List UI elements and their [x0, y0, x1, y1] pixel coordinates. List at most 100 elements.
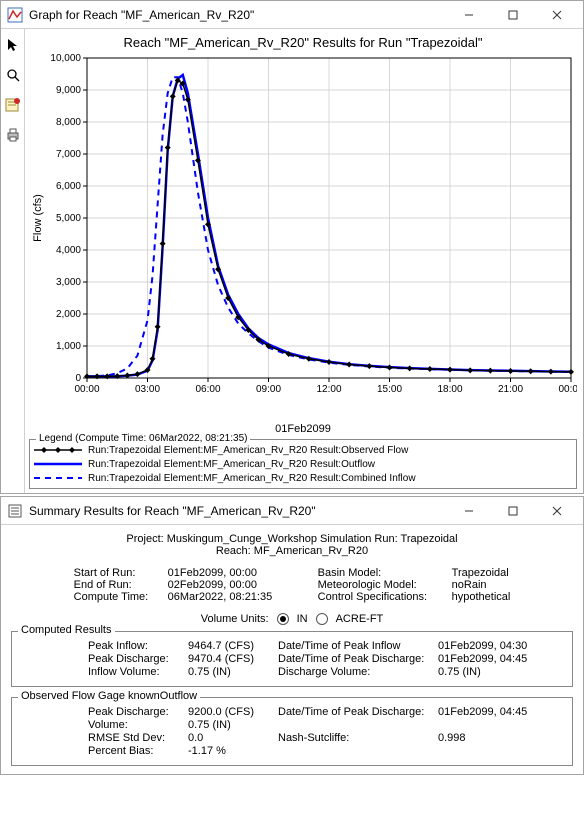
volume-units-acreft-radio[interactable]: [316, 613, 328, 625]
svg-text:7,000: 7,000: [56, 149, 81, 160]
reach-line: Reach: MF_American_Rv_R20: [11, 545, 573, 557]
obs-rmse-val: 0.0: [188, 732, 278, 744]
discharge-vol-label: Discharge Volume:: [278, 666, 438, 678]
svg-text:18:00: 18:00: [437, 384, 462, 395]
volume-units-in-radio[interactable]: [277, 613, 289, 625]
obs-nash-val: 0.998: [438, 732, 558, 744]
discharge-vol-val: 0.75 (IN): [438, 666, 558, 678]
svg-text:8,000: 8,000: [56, 117, 81, 128]
close-button[interactable]: [535, 2, 579, 28]
observed-results-title: Observed Flow Gage knownOutflow: [18, 690, 200, 702]
obs-pbias-val: -1.17 %: [188, 745, 278, 757]
inflow-vol-label: Inflow Volume:: [88, 666, 188, 678]
minimize-button[interactable]: [447, 2, 491, 28]
svg-text:3,000: 3,000: [56, 277, 81, 288]
summary-maximize-button[interactable]: [491, 498, 535, 524]
obs-dt-peak-discharge-label: Date/Time of Peak Discharge:: [278, 706, 438, 718]
legend-label-inflow: Run:Trapezoidal Element:MF_American_Rv_R…: [88, 473, 416, 484]
graph-body: Reach "MF_American_Rv_R20" Results for R…: [1, 29, 583, 493]
svg-text:21:00: 21:00: [498, 384, 523, 395]
volume-units-in-label: IN: [297, 613, 308, 625]
obs-volume-label: Volume:: [88, 719, 188, 731]
graph-window-title: Graph for Reach "MF_American_Rv_R20": [29, 8, 447, 22]
legend-swatch-outflow: [34, 458, 82, 470]
pointer-tool[interactable]: [3, 35, 23, 55]
basin-val: Trapezoidal: [452, 567, 509, 579]
legend-row-inflow: Run:Trapezoidal Element:MF_American_Rv_R…: [34, 472, 572, 484]
svg-text:Flow (cfs): Flow (cfs): [32, 194, 44, 242]
svg-text:06:00: 06:00: [195, 384, 220, 395]
window-controls: [447, 2, 579, 28]
chart-plot[interactable]: 0 1,000 2,000 3,000 4,000 5,000 6,000 7,000 8,00…: [29, 52, 577, 425]
volume-units-acreft-label: ACRE-FT: [336, 613, 384, 625]
graph-toolbar: [1, 29, 25, 493]
project-line: Project: Muskingum_Cunge_Workshop Simula…: [11, 533, 573, 545]
app-icon: [7, 7, 23, 23]
zoom-tool[interactable]: [3, 65, 23, 85]
svg-text:09:00: 09:00: [256, 384, 281, 395]
summary-minimize-button[interactable]: [447, 498, 491, 524]
summary-titlebar[interactable]: Summary Results for Reach "MF_American_R…: [1, 497, 583, 525]
maximize-button[interactable]: [491, 2, 535, 28]
observed-results-fieldset: Observed Flow Gage knownOutflow Peak Dis…: [11, 697, 573, 766]
computed-results-title: Computed Results: [18, 624, 115, 636]
svg-text:5,000: 5,000: [56, 213, 81, 224]
met-val: noRain: [452, 579, 487, 591]
legend-swatch-inflow: [34, 472, 82, 484]
volume-units-label: Volume Units:: [201, 613, 269, 625]
svg-text:6,000: 6,000: [56, 181, 81, 192]
obs-peak-discharge-label: Peak Discharge:: [88, 706, 188, 718]
legend-title: Legend (Compute Time: 06Mar2022, 08:21:3…: [36, 433, 250, 444]
summary-icon: [7, 503, 23, 519]
obs-volume-val: 0.75 (IN): [188, 719, 278, 731]
summary-window: Summary Results for Reach "MF_American_R…: [0, 496, 584, 775]
chart-legend: Legend (Compute Time: 06Mar2022, 08:21:3…: [29, 439, 577, 489]
graph-titlebar[interactable]: Graph for Reach "MF_American_Rv_R20": [1, 1, 583, 29]
basin-label: Basin Model:: [318, 567, 448, 579]
obs-peak-discharge-val: 9200.0 (CFS): [188, 706, 278, 718]
obs-nash-label: Nash-Sutcliffe:: [278, 732, 438, 744]
legend-row-observed: Run:Trapezoidal Element:MF_American_Rv_R…: [34, 444, 572, 456]
svg-text:00:00: 00:00: [558, 384, 577, 395]
inflow-vol-val: 0.75 (IN): [188, 666, 278, 678]
peak-discharge-label: Peak Discharge:: [88, 653, 188, 665]
svg-text:00:00: 00:00: [74, 384, 99, 395]
ctrl-val: hypothetical: [452, 591, 511, 603]
svg-text:03:00: 03:00: [135, 384, 160, 395]
met-label: Meteorologic Model:: [318, 579, 448, 591]
dt-peak-inflow-label: Date/Time of Peak Inflow: [278, 640, 438, 652]
legend-row-outflow: Run:Trapezoidal Element:MF_American_Rv_R…: [34, 458, 572, 470]
summary-window-controls: [447, 498, 579, 524]
properties-tool[interactable]: [3, 95, 23, 115]
obs-dt-peak-discharge-val: 01Feb2099, 04:45: [438, 706, 558, 718]
compute-val: 06Mar2022, 08:21:35: [168, 591, 298, 603]
dt-peak-discharge-label: Date/Time of Peak Discharge:: [278, 653, 438, 665]
print-tool[interactable]: [3, 125, 23, 145]
legend-swatch-observed: [34, 444, 82, 456]
legend-label-observed: Run:Trapezoidal Element:MF_American_Rv_R…: [88, 445, 408, 456]
chart-title: Reach "MF_American_Rv_R20" Results for R…: [29, 31, 577, 52]
svg-text:15:00: 15:00: [377, 384, 402, 395]
end-val: 02Feb2099, 00:00: [168, 579, 298, 591]
svg-text:4,000: 4,000: [56, 245, 81, 256]
legend-label-outflow: Run:Trapezoidal Element:MF_American_Rv_R…: [88, 459, 375, 470]
peak-discharge-val: 9470.4 (CFS): [188, 653, 278, 665]
peak-inflow-label: Peak Inflow:: [88, 640, 188, 652]
ctrl-label: Control Specifications:: [318, 591, 448, 603]
dt-peak-discharge-val: 01Feb2099, 04:45: [438, 653, 558, 665]
summary-window-title: Summary Results for Reach "MF_American_R…: [29, 504, 447, 518]
computed-results-fieldset: Computed Results Peak Inflow: 9464.7 (CF…: [11, 631, 573, 687]
svg-text:10,000: 10,000: [50, 53, 81, 64]
end-label: End of Run:: [74, 579, 164, 591]
summary-close-button[interactable]: [535, 498, 579, 524]
svg-text:1,000: 1,000: [56, 341, 81, 352]
svg-text:0: 0: [75, 373, 81, 384]
peak-inflow-val: 9464.7 (CFS): [188, 640, 278, 652]
start-val: 01Feb2099, 00:00: [168, 567, 298, 579]
summary-body: Project: Muskingum_Cunge_Workshop Simula…: [1, 525, 583, 774]
compute-label: Compute Time:: [74, 591, 164, 603]
start-label: Start of Run:: [74, 567, 164, 579]
chart-area: Reach "MF_American_Rv_R20" Results for R…: [25, 29, 583, 493]
obs-rmse-label: RMSE Std Dev:: [88, 732, 188, 744]
svg-text:2,000: 2,000: [56, 309, 81, 320]
